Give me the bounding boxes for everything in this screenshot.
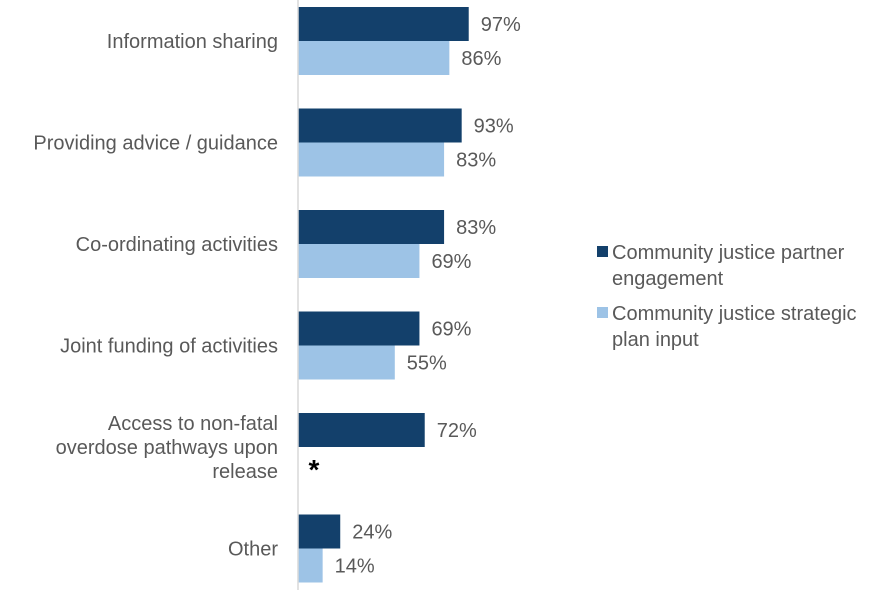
category-label: Joint funding of activities bbox=[60, 336, 278, 358]
bar-series-1 bbox=[298, 311, 420, 346]
bar-series-1 bbox=[298, 210, 445, 244]
data-label: 97% bbox=[481, 14, 521, 36]
data-label: 86% bbox=[461, 48, 501, 70]
category-label: overdose pathways upon bbox=[56, 437, 278, 459]
category-label: release bbox=[212, 461, 278, 483]
category-label: Co-ordinating activities bbox=[76, 234, 278, 256]
data-label: 69% bbox=[431, 319, 471, 341]
data-label: 72% bbox=[437, 420, 477, 442]
category-label: Access to non-fatal bbox=[108, 413, 278, 435]
legend-label: Community justice strategic bbox=[612, 303, 857, 325]
category-labels: Information sharing Providing advice / gu… bbox=[33, 31, 278, 561]
data-label: 14% bbox=[335, 556, 375, 578]
legend-swatch-1 bbox=[597, 246, 608, 257]
bar-series-1 bbox=[298, 514, 341, 549]
legend-swatch-2 bbox=[597, 307, 608, 318]
bar-series-1 bbox=[298, 7, 469, 41]
bar-series-2 bbox=[298, 244, 420, 278]
bar-series-2 bbox=[298, 142, 445, 177]
bars-group: 97% 86% 93% 83% 83% 69% 69% 55% 72% * 24% 14% bbox=[298, 7, 521, 583]
legend-label: Community justice partner bbox=[612, 242, 845, 264]
legend: Community justice partner engagement Commu… bbox=[597, 242, 857, 351]
category-label: Providing advice / guidance bbox=[33, 133, 278, 155]
bar-series-2 bbox=[298, 548, 323, 583]
data-label: 55% bbox=[407, 353, 447, 375]
data-label: 24% bbox=[352, 522, 392, 544]
category-label: Other bbox=[228, 539, 278, 561]
bar-series-2 bbox=[298, 345, 395, 380]
bar-series-1 bbox=[298, 413, 425, 447]
missing-data-marker: * bbox=[309, 454, 320, 485]
data-label: 69% bbox=[431, 251, 471, 273]
data-label: 83% bbox=[456, 217, 496, 239]
category-label: Information sharing bbox=[107, 31, 278, 53]
legend-label: engagement bbox=[612, 268, 724, 290]
data-label: 83% bbox=[456, 150, 496, 172]
legend-label: plan input bbox=[612, 329, 699, 351]
data-label: 93% bbox=[474, 116, 514, 138]
bar-series-1 bbox=[298, 108, 462, 143]
bar-series-2 bbox=[298, 41, 450, 75]
